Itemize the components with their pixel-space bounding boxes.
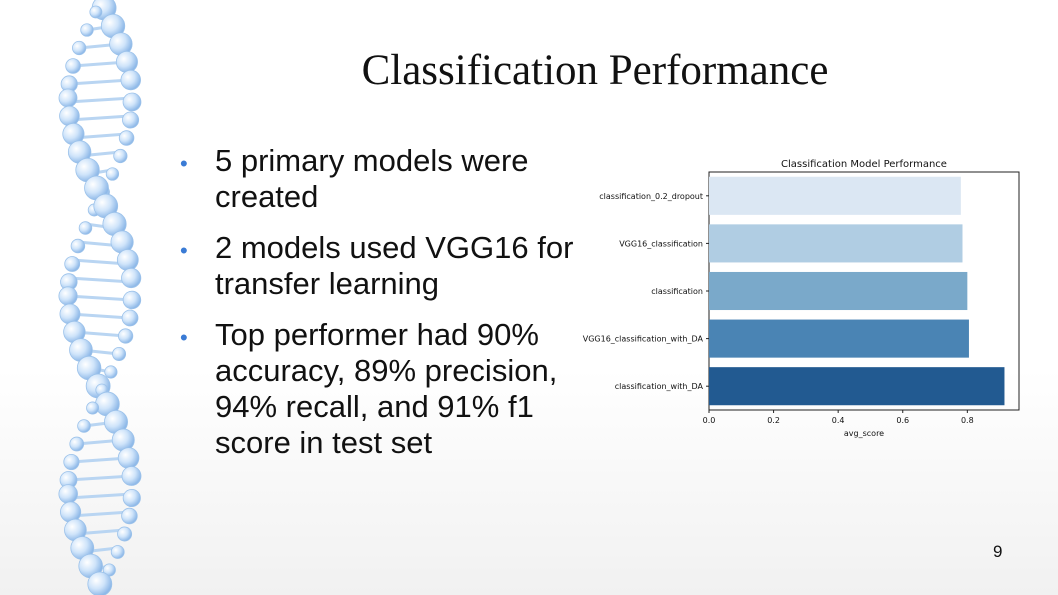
dna-sphere [113, 148, 128, 164]
dna-sphere [121, 466, 142, 486]
bullet-dot-icon: • [180, 151, 188, 176]
bar-chart: Classification Model Performance classif… [583, 159, 1020, 438]
bar-2 [709, 224, 963, 263]
dna-sphere [89, 5, 103, 19]
dna-sphere [121, 507, 138, 525]
dna-sphere [117, 526, 133, 542]
bullet-dot-icon: • [180, 238, 188, 263]
bar-1 [709, 176, 961, 215]
bullet-text: Top performer had 90% accuracy, 89% prec… [215, 317, 558, 460]
dna-sphere [122, 290, 142, 310]
dna-sphere [64, 256, 81, 272]
dna-sphere [117, 447, 140, 469]
page-number: 9 [993, 542, 1003, 561]
bar-5 [709, 367, 1005, 406]
bar-3 [709, 271, 968, 311]
dna-sphere [59, 303, 81, 325]
slide-title: Classification Performance [361, 47, 829, 94]
y-tick-label: VGG16_classification [619, 239, 703, 248]
dna-rung [68, 474, 132, 482]
dna-sphere [116, 249, 139, 271]
dna-sphere [58, 286, 78, 306]
dna-sphere [65, 58, 81, 74]
dna-rung [68, 492, 132, 500]
bullet-item: • 2 models used VGG16 for transfer learn… [180, 230, 600, 302]
dna-sphere [122, 488, 141, 508]
dna-sphere [59, 105, 80, 127]
y-tick-label: VGG16_classification_with_DA [583, 335, 704, 344]
bullet-item: • 5 primary models were created [180, 143, 600, 215]
dna-sphere [77, 419, 91, 433]
bullet-text: 2 models used VGG16 for transfer learnin… [215, 230, 574, 301]
dna-sphere [118, 328, 134, 344]
chart-title: Classification Model Performance [781, 159, 947, 170]
x-tick-label: 0.2 [767, 416, 780, 425]
dna-sphere [63, 453, 80, 471]
bullet-dot-icon: • [180, 325, 188, 350]
dna-sphere [120, 69, 141, 91]
bullet-text: 5 primary models were created [215, 143, 529, 214]
dna-sphere [115, 50, 138, 74]
dna-sphere [118, 130, 135, 146]
dna-rung [69, 78, 131, 86]
dna-sphere [110, 545, 125, 559]
bullet-item: • Top performer had 90% accuracy, 89% pr… [180, 317, 600, 461]
dna-sphere [70, 238, 86, 254]
x-tick-label: 0.0 [703, 416, 716, 425]
dna-rung [67, 294, 133, 302]
dna-sphere [122, 111, 140, 129]
x-tick-label: 0.6 [896, 416, 909, 425]
dna-sphere [104, 365, 118, 379]
dna-sphere [112, 347, 127, 361]
dna-sphere [105, 167, 120, 181]
x-axis-label: avg_score [844, 429, 884, 438]
dna-sphere [72, 40, 87, 56]
y-tick-label: classification_with_DA [615, 382, 704, 391]
x-tick-label: 0.4 [832, 416, 845, 425]
dna-sphere [86, 401, 100, 415]
dna-rung [69, 114, 131, 122]
y-tick-label: classification_0.2_dropout [599, 192, 703, 201]
dna-sphere [87, 571, 113, 595]
dna-sphere [121, 267, 142, 289]
x-tick-label: 0.8 [961, 416, 974, 425]
y-tick-label: classification [651, 287, 703, 296]
bar-4 [709, 319, 969, 358]
dna-rung [67, 96, 133, 104]
bullet-list: • 5 primary models were created • 2 mode… [180, 143, 600, 476]
dna-sphere [69, 436, 85, 452]
dna-sphere [58, 88, 78, 108]
dna-sphere [58, 484, 78, 504]
dna-helix-decoration [58, 0, 142, 595]
dna-sphere [80, 23, 94, 37]
dna-sphere [121, 309, 139, 327]
dna-sphere [122, 92, 142, 112]
dna-rung [68, 276, 132, 284]
dna-sphere [78, 221, 93, 235]
